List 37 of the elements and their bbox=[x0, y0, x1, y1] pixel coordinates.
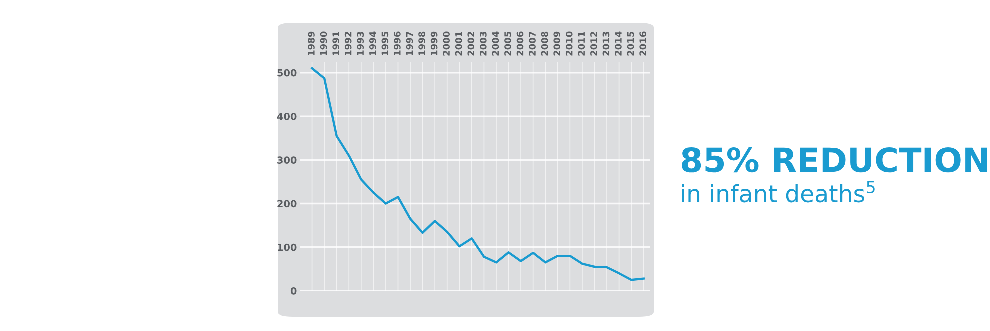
y-tick-label: 500 bbox=[278, 69, 297, 77]
x-tick-label: 1991 bbox=[332, 32, 340, 56]
x-tick-label: 2006 bbox=[516, 32, 524, 56]
x-tick-label: 2013 bbox=[602, 32, 610, 56]
x-tick-label: 1990 bbox=[320, 32, 328, 56]
x-tick-label: 2001 bbox=[455, 32, 462, 56]
x-tick-label: 1989 bbox=[308, 32, 315, 56]
x-tick-label: 1993 bbox=[357, 32, 364, 56]
x-tick-label: 2015 bbox=[627, 32, 634, 56]
x-tick-label: 2011 bbox=[578, 32, 586, 56]
x-tick-label: 2016 bbox=[640, 32, 646, 56]
x-tick-label: 2000 bbox=[443, 32, 450, 56]
x-tick-label: 1999 bbox=[430, 32, 438, 56]
x-tick-label: 1996 bbox=[394, 32, 401, 56]
x-tick-label: 2014 bbox=[615, 32, 622, 56]
text: in infant deaths$^{5}$ bbox=[682, 181, 875, 203]
text: 85% REDUCTION bbox=[682, 147, 988, 173]
x-tick-label: 2012 bbox=[590, 32, 598, 56]
y-tick-label: 0 bbox=[290, 287, 297, 295]
x-tick-label: 1995 bbox=[382, 32, 389, 56]
x-tick-label: 1998 bbox=[418, 32, 426, 56]
x-tick-label: 2010 bbox=[566, 32, 573, 56]
y-tick-label: 400 bbox=[277, 113, 297, 120]
x-tick-label: 1994 bbox=[369, 32, 376, 56]
y-tick-label: 300 bbox=[278, 156, 297, 164]
x-tick-label: 2004 bbox=[492, 32, 500, 56]
x-tick-label: 2002 bbox=[468, 32, 475, 56]
x-tick-label: 2007 bbox=[529, 32, 536, 56]
y-tick-label: 200 bbox=[278, 200, 297, 208]
x-tick-label: 2009 bbox=[554, 32, 561, 56]
x-tick-label: 2008 bbox=[541, 32, 548, 56]
x-tick-label: 2003 bbox=[480, 32, 487, 56]
y-tick-label: 100 bbox=[278, 244, 297, 252]
x-tick-label: 1992 bbox=[344, 32, 352, 56]
x-tick-label: 2005 bbox=[504, 32, 512, 56]
x-tick-label: 1997 bbox=[406, 32, 414, 56]
line-series bbox=[311, 67, 645, 282]
